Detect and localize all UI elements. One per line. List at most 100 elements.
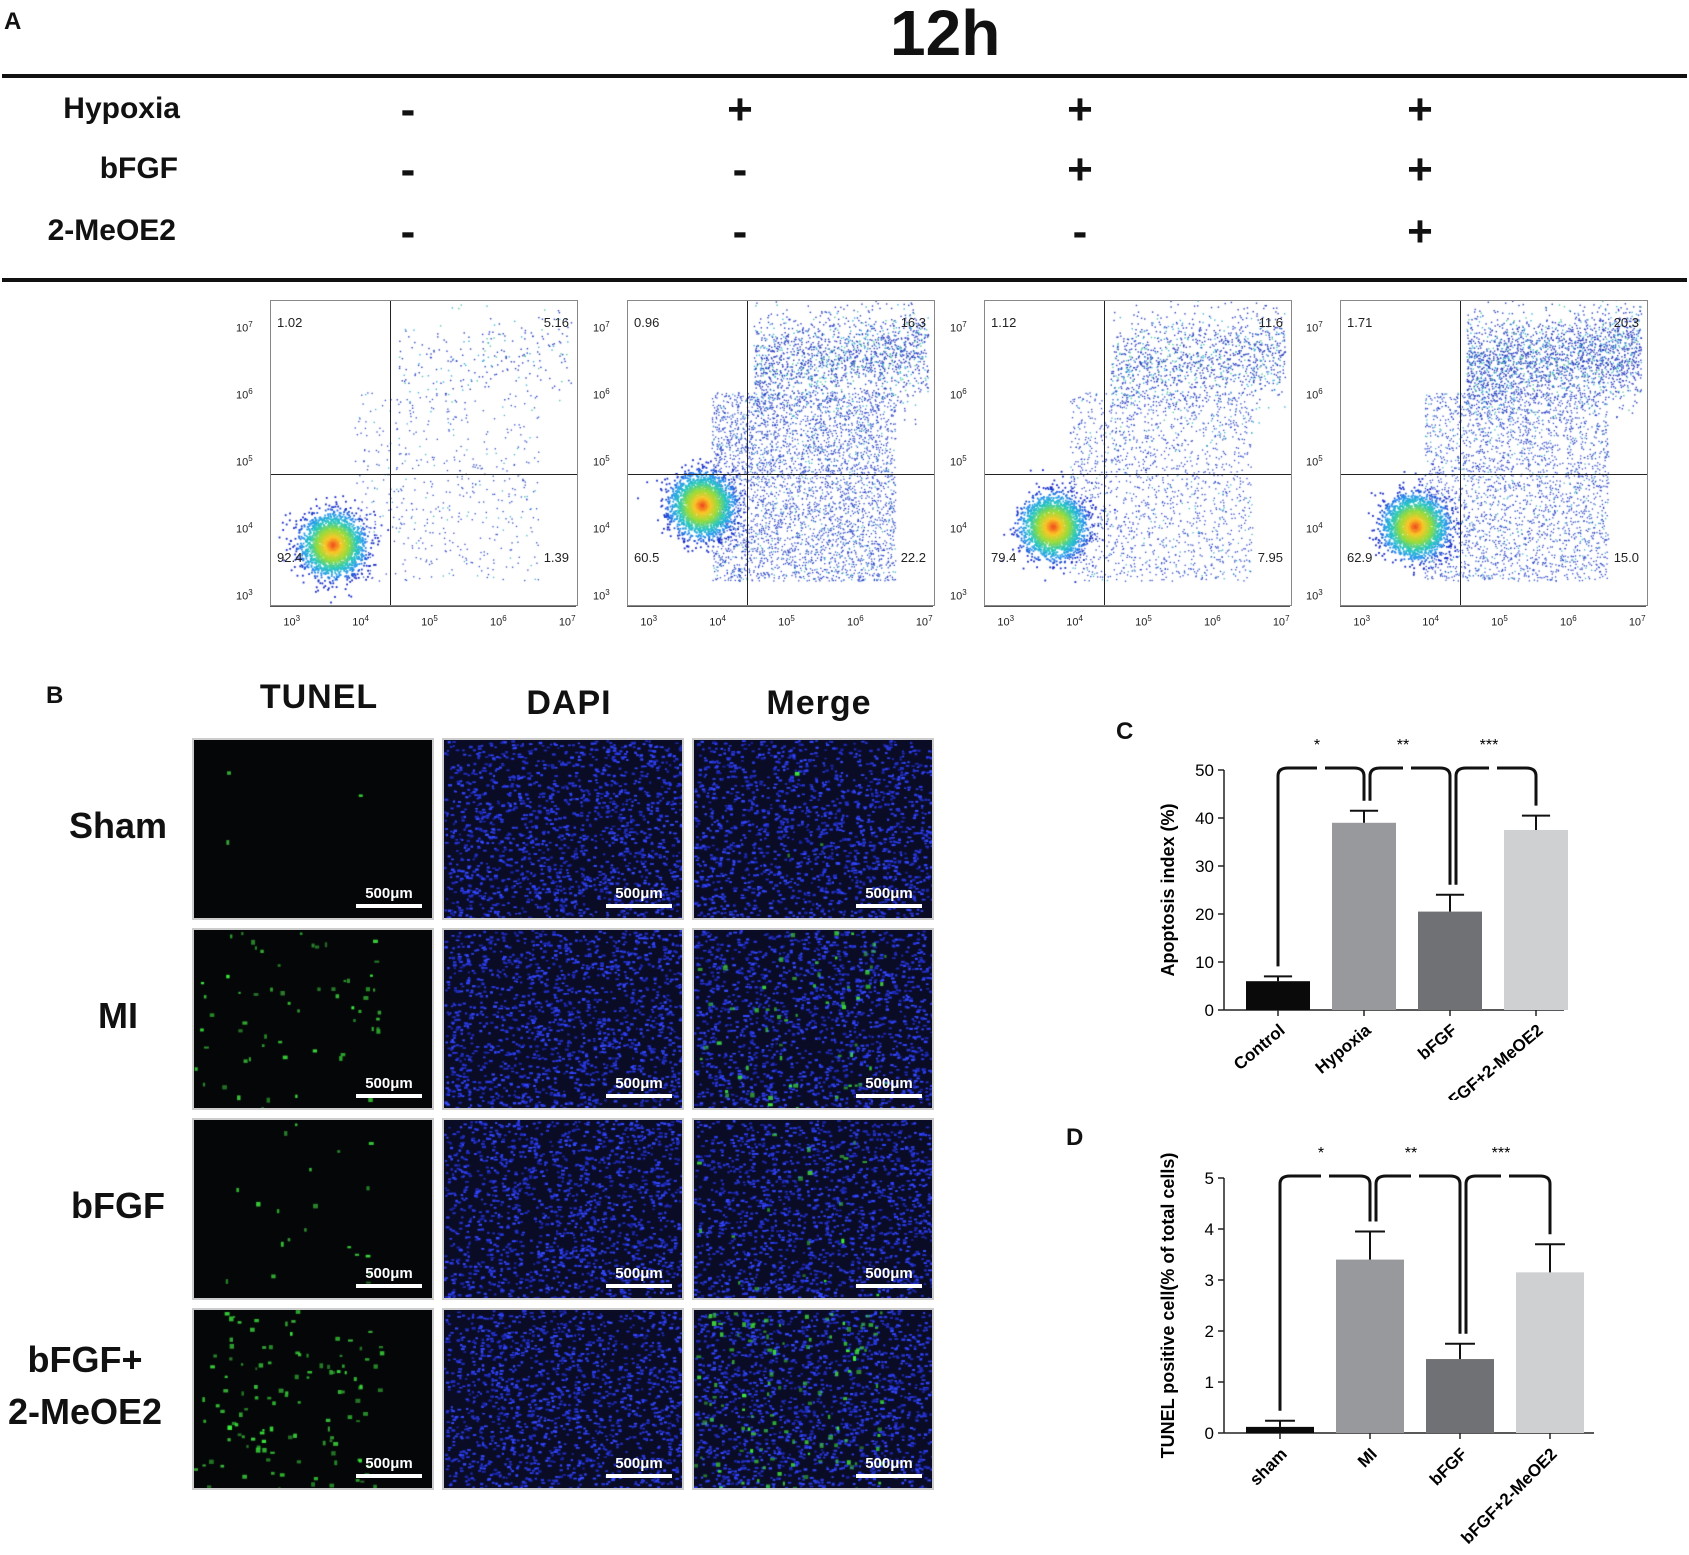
panel-a-letter: A (4, 8, 22, 35)
x-tick-label: 105 (778, 614, 795, 629)
tick-exponent: 6 (502, 614, 507, 623)
tick-exponent: 5 (962, 454, 967, 464)
flow-plot-scatter (628, 301, 934, 605)
quadrant-percentage: 60.5 (634, 550, 660, 565)
tick-base: 10 (236, 389, 249, 402)
significance-marker: *** (1480, 737, 1499, 754)
scale-bar-label: 500μm (865, 1455, 913, 1472)
y-tick-label: 50 (1195, 761, 1214, 780)
tick-base: 10 (236, 322, 249, 335)
tick-exponent: 4 (1318, 520, 1323, 530)
y-tick-label: 2 (1205, 1322, 1214, 1341)
x-tick-label: 106 (490, 614, 507, 629)
row-label: Sham (68, 805, 168, 846)
quadrant-percentage: 92.4 (277, 550, 303, 565)
x-tick-label: 104 (1066, 614, 1083, 629)
flow-plot: 1.71 20.3 62.9 15.0 (1340, 300, 1648, 606)
flow-plot: 1.02 5.16 92.4 1.39 (270, 300, 578, 606)
x-tick-label: bFGF (1426, 1444, 1471, 1489)
tick-exponent: 6 (1216, 614, 1221, 623)
tick-exponent: 5 (790, 614, 795, 623)
x-tick-label: 103 (997, 614, 1014, 629)
tick-base: 10 (846, 616, 860, 629)
quadrant-percentage: 22.2 (900, 550, 926, 565)
panel-c-letter: C (1116, 718, 1134, 745)
y-tick-label: 105 (236, 454, 253, 469)
tick-base: 10 (1306, 590, 1319, 603)
plus-sign: + (1407, 145, 1433, 194)
tick-base: 10 (236, 456, 249, 469)
scale-bar-label: 500μm (365, 1075, 413, 1092)
y-tick-label: 106 (1306, 387, 1323, 402)
tick-exponent: 4 (1078, 614, 1083, 623)
tick-exponent: 4 (364, 614, 369, 623)
tick-exponent: 4 (1434, 614, 1439, 623)
x-tick-label: 107 (916, 614, 933, 629)
scale-bar-label: 500μm (365, 885, 413, 902)
tick-exponent: 5 (1147, 614, 1152, 623)
tick-exponent: 5 (433, 614, 438, 623)
significance-bracket (1278, 1174, 1372, 1411)
tick-exponent: 7 (962, 320, 967, 330)
y-tick-label: 107 (236, 320, 253, 335)
y-tick-label: 0 (1205, 1001, 1214, 1020)
significance-marker: * (1318, 1145, 1324, 1162)
scale-bar-label: 500μm (615, 1455, 663, 1472)
quadrant-percentage: 5.16 (543, 315, 569, 330)
x-tick-label: MI (1354, 1444, 1381, 1471)
tick-exponent: 4 (605, 520, 610, 530)
micrograph-image (694, 740, 932, 918)
tick-exponent: 7 (248, 320, 253, 330)
scale-bar: 500μm (856, 1075, 922, 1098)
tick-exponent: 3 (1365, 614, 1371, 623)
minus-sign: - (732, 145, 748, 194)
x-tick-label: sham (1246, 1444, 1291, 1489)
y-tick-label: 3 (1205, 1271, 1214, 1290)
x-tick-label: Control (1230, 1021, 1289, 1074)
quadrant-percentage: 20.3 (1613, 315, 1639, 330)
y-tick-label: 104 (236, 521, 253, 536)
x-tick-label: 107 (1629, 614, 1646, 629)
tick-base: 10 (950, 322, 963, 335)
quadrant-gate-vertical (1104, 301, 1106, 605)
scale-bar-label: 500μm (865, 1075, 913, 1092)
y-tick-label: 104 (950, 521, 967, 536)
y-tick-label: 103 (236, 588, 253, 603)
panel-b-letter: B (46, 682, 64, 709)
y-tick-label: 105 (950, 454, 967, 469)
plus-sign: + (1067, 145, 1093, 194)
tick-base: 10 (489, 616, 503, 629)
tick-base: 10 (1353, 616, 1366, 629)
significance-marker: ** (1397, 737, 1409, 754)
quadrant-gate-vertical (747, 301, 749, 605)
micrograph-image (194, 740, 432, 918)
micrograph-tile: 500μm (692, 1118, 934, 1300)
tick-base: 10 (283, 616, 296, 629)
tick-base: 10 (236, 590, 249, 603)
quadrant-gate-horizontal (271, 474, 577, 476)
y-tick-label: 106 (236, 387, 253, 402)
bar (1246, 981, 1310, 1010)
x-tick-label: 103 (283, 614, 300, 629)
tick-exponent: 3 (962, 587, 967, 597)
tick-base: 10 (640, 616, 653, 629)
apoptosis-index-chart: 0 10 20 30 40 50 Apoptosis index (%) Control Hyp… (1158, 737, 1568, 1100)
scale-bar: 500μm (606, 1075, 672, 1098)
row-label: bFGF (71, 1185, 165, 1226)
minus-sign: - (400, 85, 416, 134)
bar (1336, 1259, 1404, 1433)
quadrant-percentage: 1.12 (991, 315, 1017, 330)
tick-exponent: 3 (605, 587, 610, 597)
tick-exponent: 4 (721, 614, 726, 623)
scale-bar: 500μm (606, 1455, 672, 1478)
tick-exponent: 3 (1009, 614, 1015, 623)
y-tick-label: 104 (593, 521, 610, 536)
tick-base: 10 (593, 322, 606, 335)
x-tick-label: 107 (559, 614, 576, 629)
micrograph-tile: 500μm (442, 1308, 684, 1490)
row-label: MI (98, 995, 138, 1036)
tick-exponent: 6 (605, 387, 610, 397)
quadrant-gate-horizontal (985, 474, 1291, 476)
y-tick-label: 106 (950, 387, 967, 402)
tick-exponent: 7 (571, 614, 576, 623)
